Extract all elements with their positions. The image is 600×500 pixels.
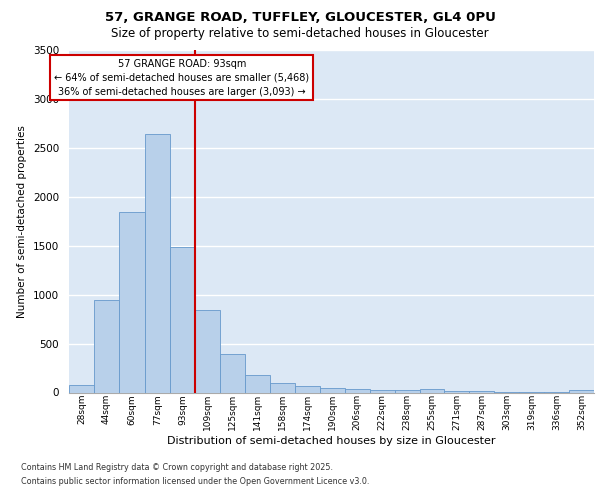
Bar xyxy=(119,212,145,392)
Text: 57 GRANGE ROAD: 93sqm
← 64% of semi-detached houses are smaller (5,468)
36% of s: 57 GRANGE ROAD: 93sqm ← 64% of semi-deta… xyxy=(55,58,310,96)
X-axis label: Distribution of semi-detached houses by size in Gloucester: Distribution of semi-detached houses by … xyxy=(167,436,496,446)
Bar xyxy=(419,388,445,392)
Text: Contains HM Land Registry data © Crown copyright and database right 2025.: Contains HM Land Registry data © Crown c… xyxy=(21,464,333,472)
Bar xyxy=(469,391,494,392)
Bar xyxy=(145,134,170,392)
Bar xyxy=(270,382,295,392)
Y-axis label: Number of semi-detached properties: Number of semi-detached properties xyxy=(17,125,28,318)
Bar xyxy=(445,390,469,392)
Bar xyxy=(94,300,119,392)
Bar xyxy=(69,384,94,392)
Bar xyxy=(320,388,345,392)
Text: 57, GRANGE ROAD, TUFFLEY, GLOUCESTER, GL4 0PU: 57, GRANGE ROAD, TUFFLEY, GLOUCESTER, GL… xyxy=(104,11,496,24)
Text: Contains public sector information licensed under the Open Government Licence v3: Contains public sector information licen… xyxy=(21,477,370,486)
Bar xyxy=(395,390,419,392)
Bar xyxy=(345,388,370,392)
Bar xyxy=(195,310,220,392)
Bar xyxy=(245,376,270,392)
Bar xyxy=(295,386,320,392)
Bar xyxy=(569,390,594,392)
Bar xyxy=(170,246,195,392)
Bar xyxy=(370,390,395,392)
Text: Size of property relative to semi-detached houses in Gloucester: Size of property relative to semi-detach… xyxy=(111,28,489,40)
Bar xyxy=(220,354,245,393)
